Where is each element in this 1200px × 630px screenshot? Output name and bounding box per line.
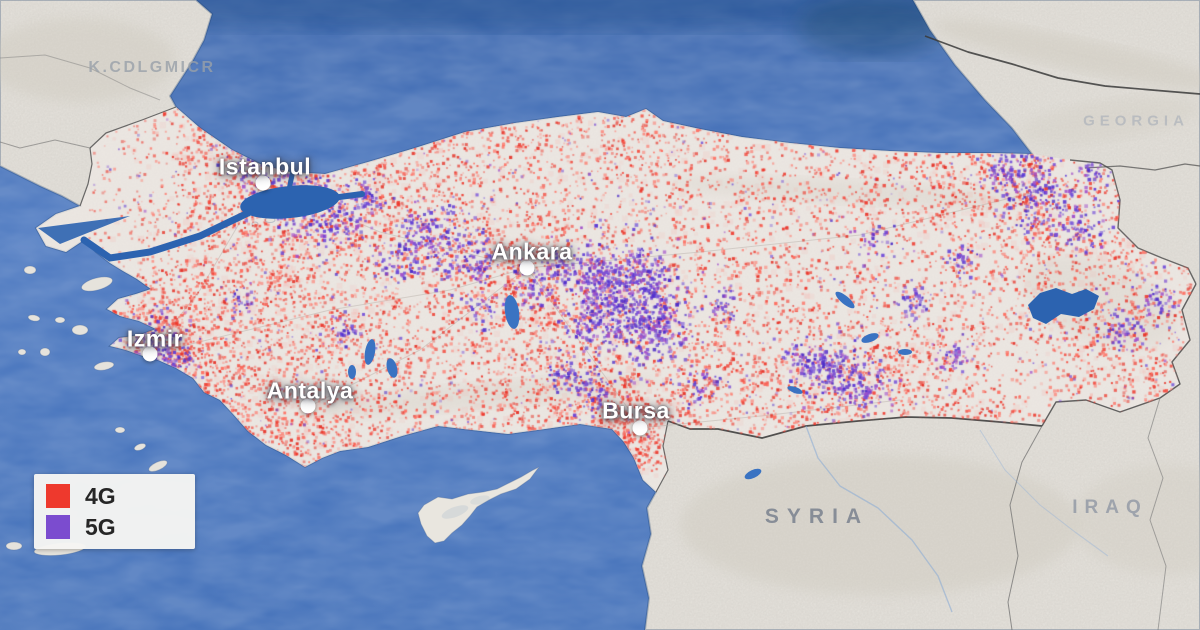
city-label-istanbul: Istanbul bbox=[218, 153, 312, 180]
city-dot-antalya bbox=[300, 398, 316, 414]
inland-waters bbox=[38, 167, 1099, 480]
legend-label-5g: 5G bbox=[85, 513, 116, 540]
city-label-ankara: Ankara bbox=[491, 238, 573, 265]
city-dot-istanbul bbox=[255, 175, 271, 191]
legend-swatch-4g bbox=[46, 484, 70, 508]
city-dot-ankara bbox=[519, 260, 535, 276]
legend-swatch-5g bbox=[46, 515, 70, 539]
legend-item-5g: 5G bbox=[46, 515, 183, 539]
city-label-bursa: Bursa bbox=[602, 397, 670, 424]
city-dot-bursa bbox=[632, 420, 648, 436]
city-dot-izmir bbox=[142, 346, 158, 362]
coverage-legend: 4G 5G bbox=[34, 474, 195, 549]
city-label-izmir: Izmir bbox=[126, 325, 184, 352]
legend-item-4g: 4G bbox=[46, 484, 183, 508]
city-label-antalya: Antalya bbox=[266, 377, 354, 404]
legend-label-4g: 4G bbox=[85, 482, 116, 509]
